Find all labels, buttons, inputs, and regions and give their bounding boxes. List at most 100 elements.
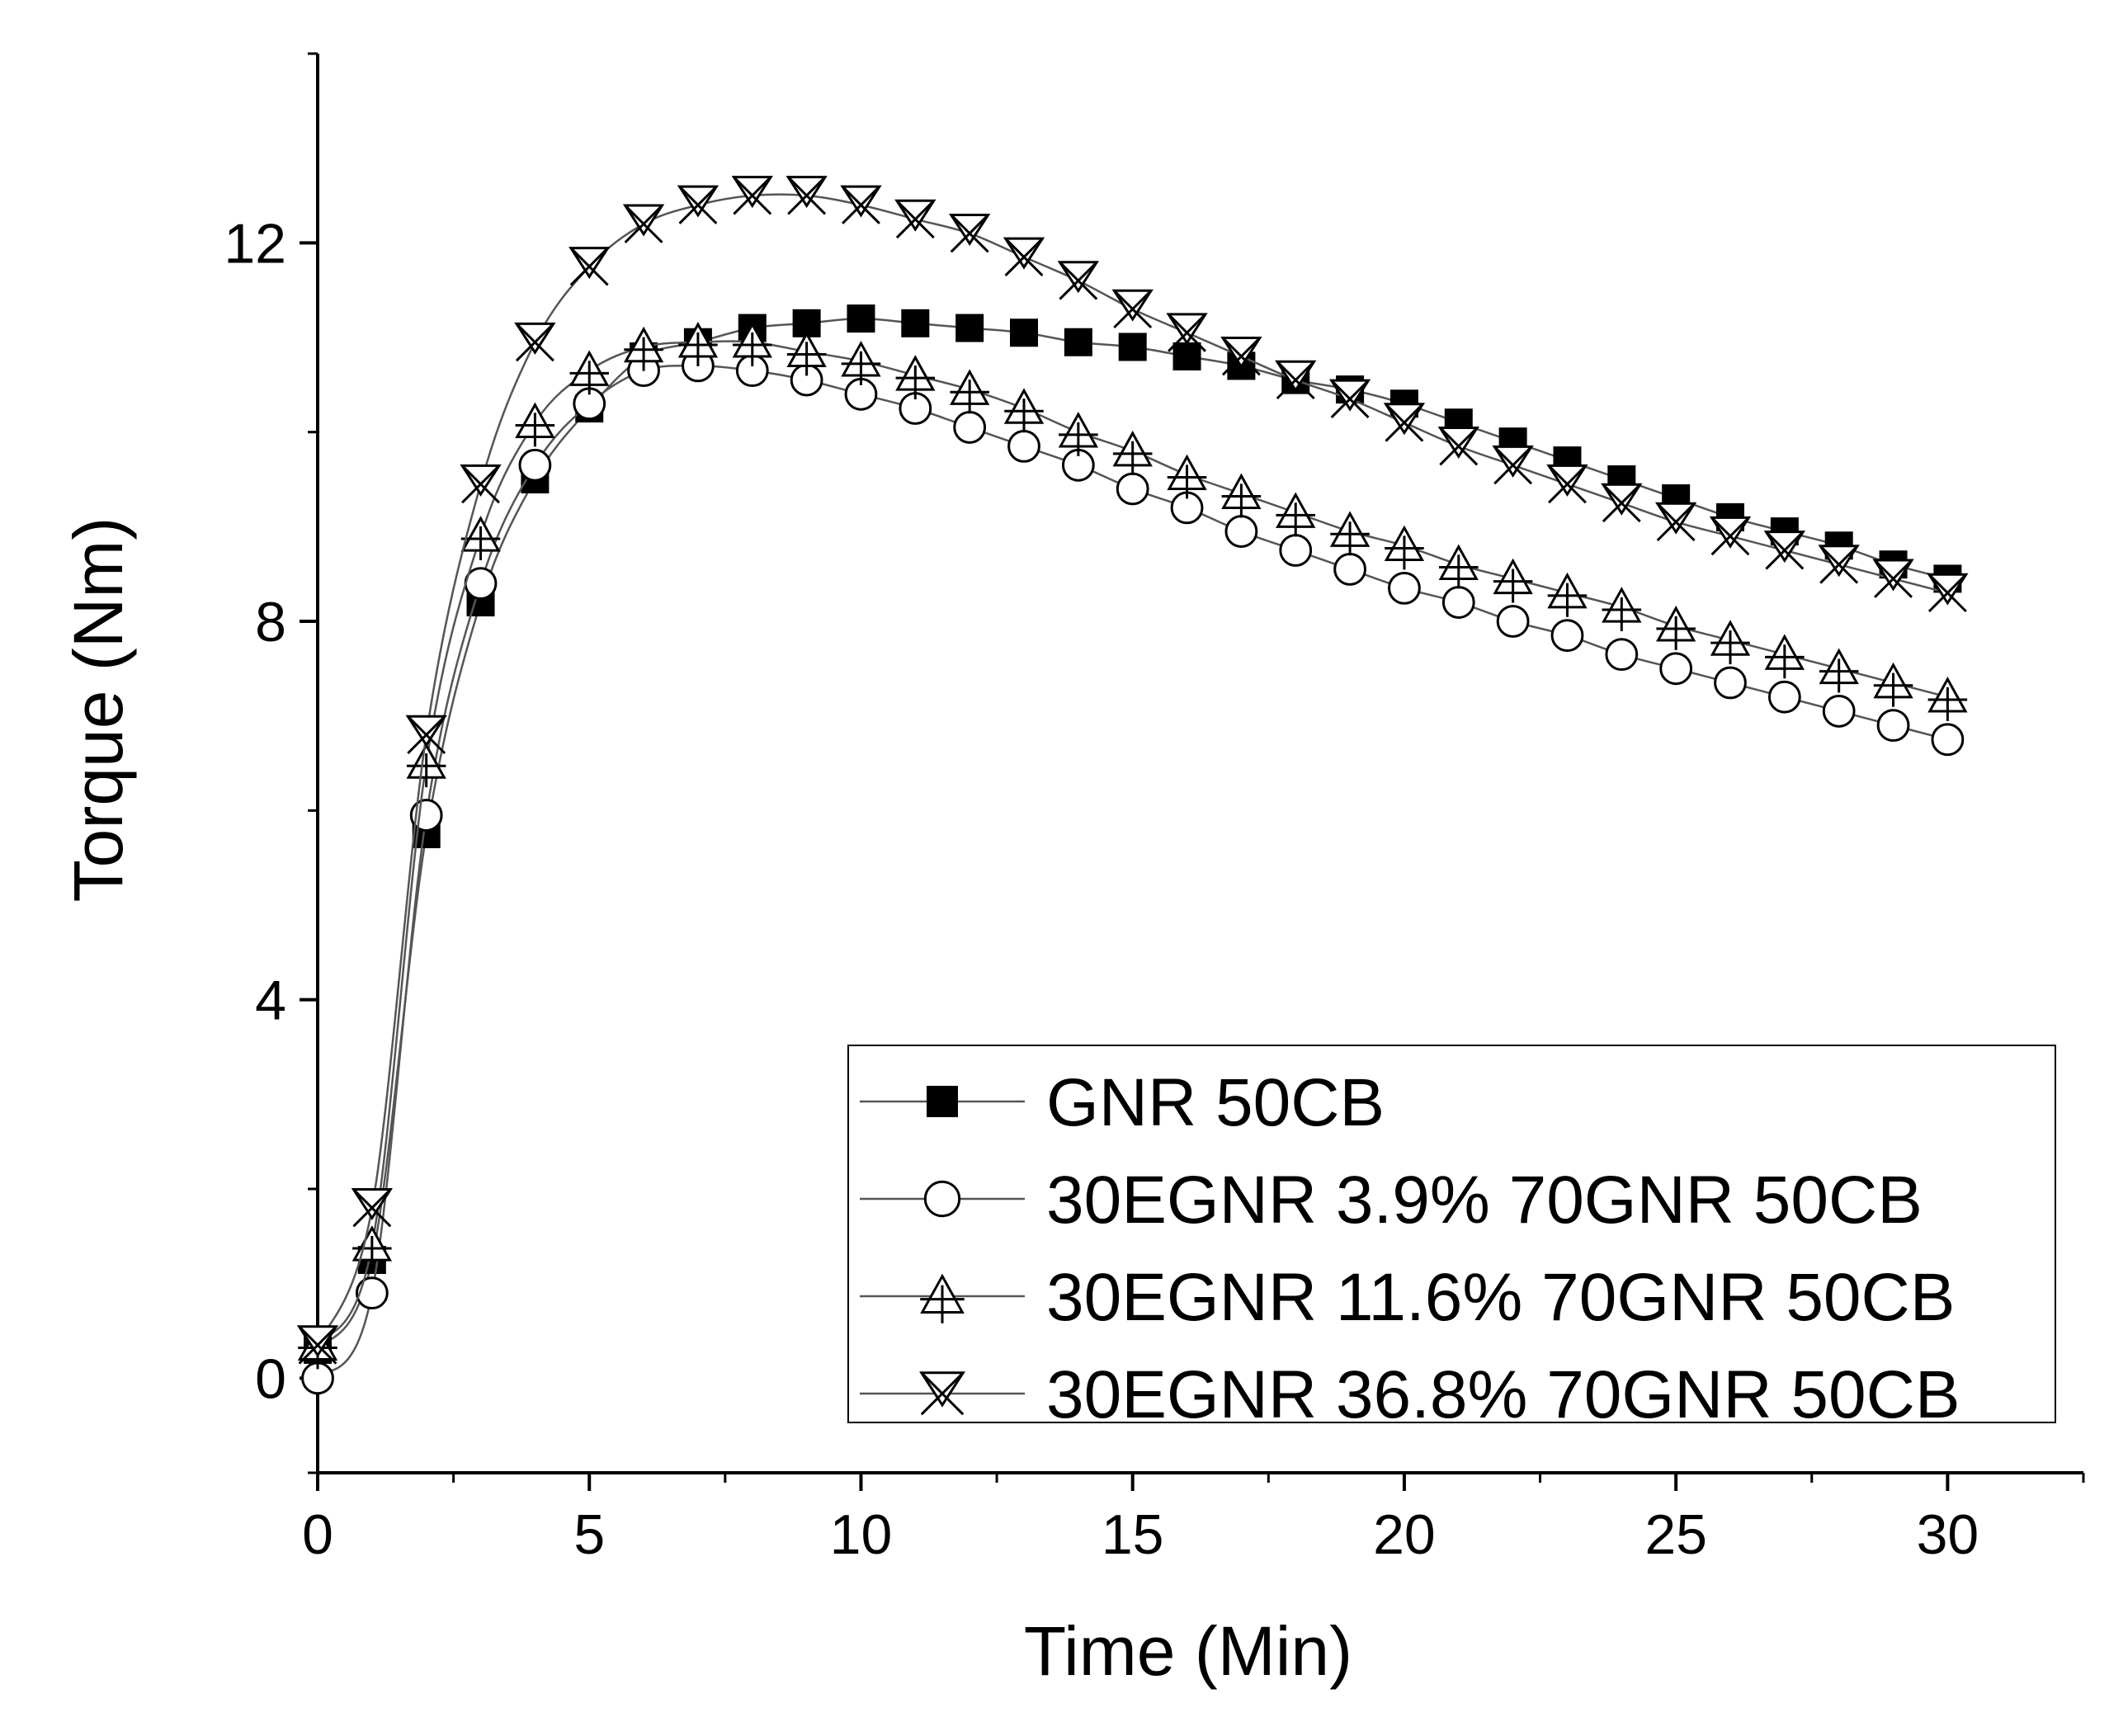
- data-point: [677, 322, 719, 366]
- down-triangle: [1383, 403, 1426, 436]
- legend-box: [847, 1045, 2056, 1423]
- legend-marker: [923, 1180, 961, 1218]
- diag-b: [1656, 502, 1696, 542]
- data-point: [514, 322, 556, 362]
- down-triangle: [731, 176, 773, 209]
- down-triangle: [1927, 573, 1969, 606]
- down-triangle: [840, 185, 882, 218]
- down-triangle: [894, 199, 937, 232]
- data-point: [1438, 544, 1479, 589]
- down-triangle: [1328, 379, 1371, 412]
- data-point: [1384, 525, 1425, 570]
- diag-b: [1276, 361, 1315, 400]
- down-triangle: [296, 1325, 339, 1358]
- y-tick-label: 0: [255, 1347, 286, 1410]
- data-point: [1659, 652, 1693, 686]
- data-point: [894, 199, 937, 239]
- data-point: [1116, 472, 1149, 506]
- data-point: [1388, 571, 1421, 605]
- data-point: [351, 1188, 393, 1228]
- legend-marker: [919, 1371, 965, 1416]
- data-point: [355, 1276, 389, 1310]
- x-tick-label: 10: [830, 1503, 893, 1566]
- diag-b: [1113, 290, 1153, 329]
- data-point: [518, 448, 552, 482]
- down-triangle: [1492, 445, 1534, 478]
- series-3: [297, 322, 1968, 1370]
- down-triangle: [569, 247, 611, 280]
- diag-b: [1602, 484, 1641, 523]
- data-point: [841, 340, 881, 385]
- data-point: [949, 213, 991, 253]
- data-point: [1492, 445, 1534, 485]
- diag-b: [515, 323, 554, 362]
- data-point: [1007, 429, 1040, 463]
- diag-b: [1385, 403, 1424, 442]
- diag-b: [920, 1371, 965, 1416]
- down-triangle: [1655, 502, 1697, 535]
- x-tick-label: 15: [1102, 1503, 1164, 1566]
- data-point: [955, 314, 984, 342]
- data-point: [1003, 388, 1045, 433]
- data-point: [1605, 638, 1639, 672]
- data-point: [1441, 586, 1475, 619]
- diag-b: [569, 247, 609, 286]
- data-point: [1656, 606, 1696, 650]
- y-tick-label: 8: [255, 591, 286, 653]
- data-point: [1383, 403, 1426, 442]
- data-point: [1602, 587, 1642, 631]
- series-2: [301, 349, 1965, 1395]
- down-triangle: [514, 322, 556, 355]
- data-point: [1496, 605, 1530, 638]
- x-axis-label: Time (Min): [1024, 1612, 1352, 1690]
- diag-b: [624, 204, 663, 243]
- diag-b: [1874, 559, 1913, 598]
- data-point: [895, 355, 936, 400]
- data-point: [1118, 333, 1147, 361]
- data-point: [569, 247, 611, 286]
- down-triangle: [1275, 360, 1317, 393]
- y-tick-label: 12: [224, 212, 286, 275]
- diag-b: [1221, 337, 1261, 376]
- down-triangle: [786, 176, 828, 209]
- data-point: [1550, 619, 1584, 653]
- data-point: [406, 743, 446, 788]
- data-point: [1111, 289, 1154, 329]
- data-point: [1220, 337, 1262, 376]
- data-point: [1166, 313, 1208, 352]
- data-point: [1328, 379, 1371, 418]
- diag-b: [1330, 380, 1370, 418]
- data-point: [1767, 680, 1801, 714]
- data-point: [1275, 360, 1317, 400]
- data-point: [1763, 531, 1805, 570]
- data-point: [677, 185, 720, 224]
- diag-b: [950, 214, 989, 253]
- data-point: [1167, 454, 1207, 499]
- data-point: [1172, 342, 1201, 370]
- data-point: [840, 185, 882, 224]
- down-triangle: [1166, 313, 1208, 346]
- data-point: [1714, 666, 1747, 700]
- diag-b: [1548, 465, 1587, 504]
- data-point: [1931, 723, 1965, 757]
- down-triangle: [949, 213, 991, 246]
- data-point: [1819, 648, 1859, 693]
- data-point: [1601, 483, 1643, 523]
- down-triangle: [460, 464, 502, 497]
- down-triangle: [1872, 559, 1914, 592]
- data-point: [1010, 318, 1038, 347]
- down-triangle: [405, 715, 447, 748]
- data-point: [1003, 237, 1045, 276]
- data-point: [569, 350, 610, 395]
- diag-b: [352, 1188, 392, 1228]
- data-point: [1818, 545, 1860, 584]
- data-point: [1822, 695, 1856, 728]
- data-point: [515, 402, 555, 447]
- x-tick-label: 5: [573, 1503, 605, 1566]
- legend-marker: [927, 1086, 958, 1117]
- diag-b: [461, 465, 500, 504]
- down-triangle: [1437, 426, 1479, 459]
- data-point: [1709, 516, 1752, 556]
- diag-b: [1439, 427, 1479, 466]
